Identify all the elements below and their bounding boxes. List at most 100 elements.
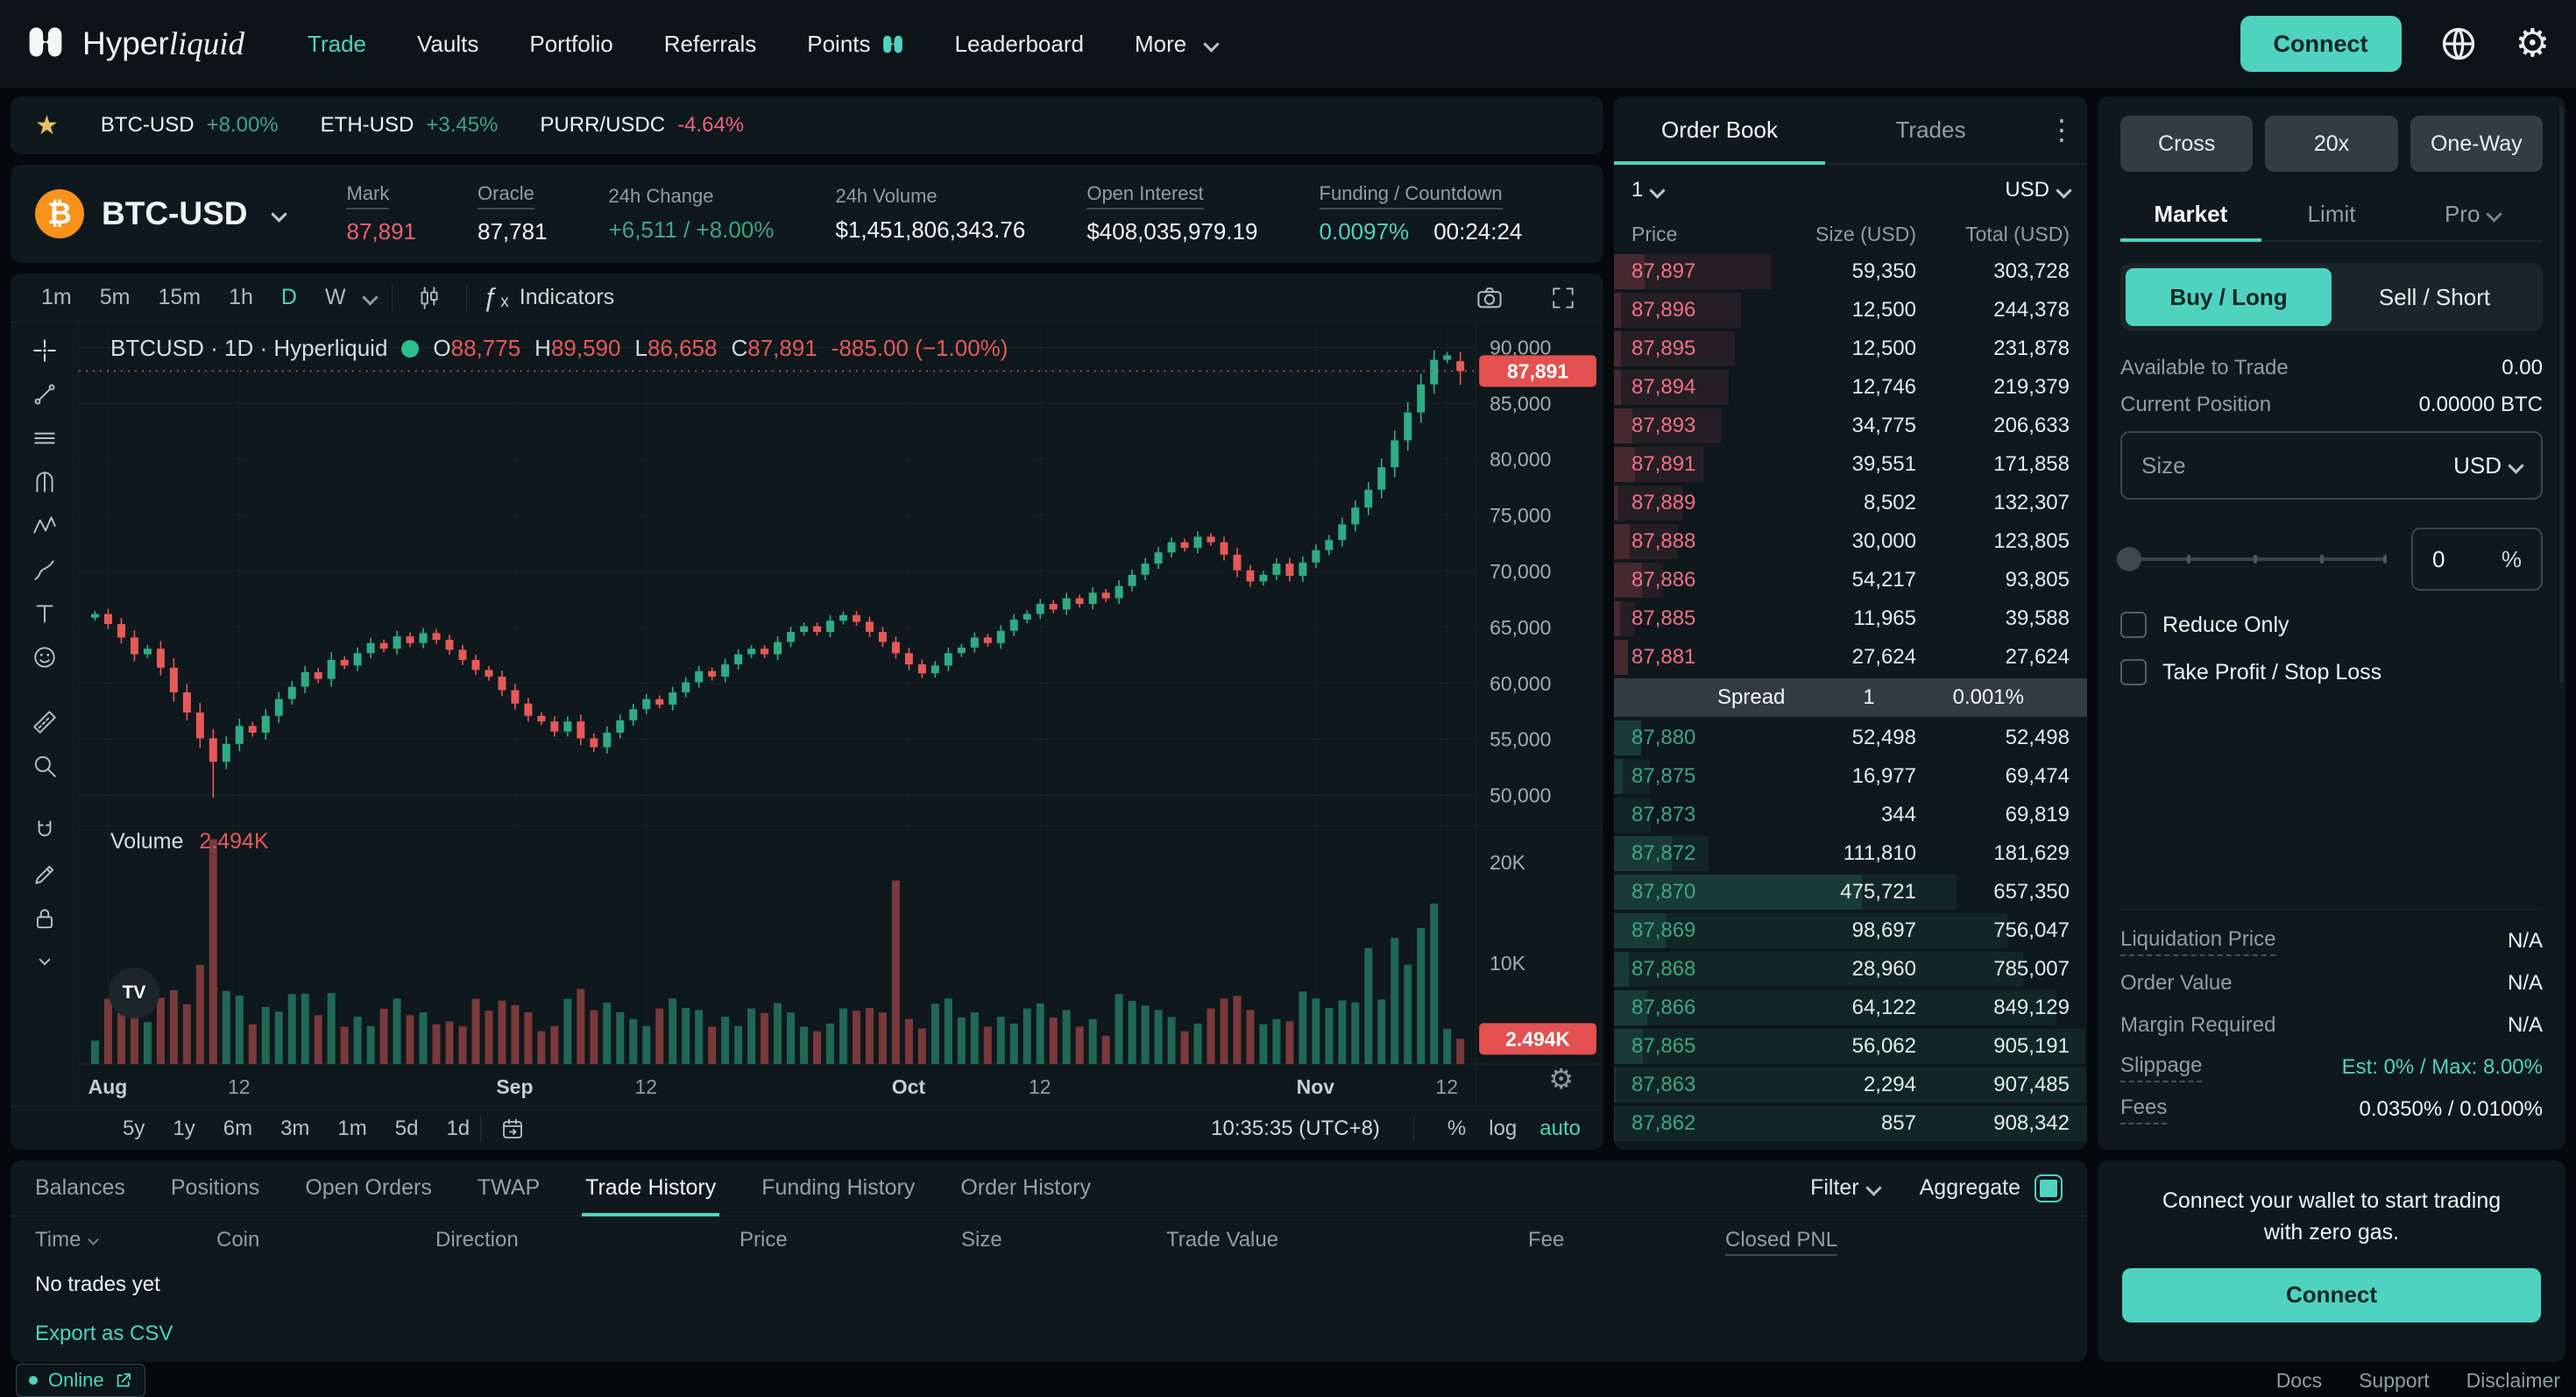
- slider-knob[interactable]: [2117, 547, 2141, 571]
- disclaimer-link[interactable]: Disclaimer: [2466, 1368, 2560, 1392]
- tick-size-dropdown[interactable]: 1: [1631, 178, 1667, 202]
- size-unit-dropdown[interactable]: USD: [2453, 452, 2524, 479]
- orderbook-ask-row[interactable]: 87,889 8,502 132,307: [1614, 484, 2087, 522]
- ticker-purr[interactable]: PURR/USDC -4.64%: [540, 113, 745, 137]
- tab-trade-history[interactable]: Trade History: [582, 1160, 720, 1216]
- orderbook-bid-row[interactable]: 87,875 16,977 69,474: [1614, 757, 2087, 796]
- tab-order-book[interactable]: Order Book: [1614, 96, 1825, 165]
- text-tool-icon[interactable]: [24, 594, 66, 633]
- orderbook-ask-row[interactable]: 87,896 12,500 244,378: [1614, 291, 2087, 330]
- timeframes-expand-icon[interactable]: [361, 289, 379, 306]
- crosshair-icon[interactable]: [24, 331, 66, 370]
- fullscreen-icon[interactable]: [1542, 279, 1584, 317]
- percent-scale-toggle[interactable]: %: [1447, 1116, 1467, 1140]
- spread-row[interactable]: Spread 1 0.001%: [1614, 678, 2087, 717]
- range-5y[interactable]: 5y: [123, 1116, 145, 1140]
- nav-item-referrals[interactable]: Referrals: [663, 30, 757, 57]
- range-1m[interactable]: 1m: [337, 1116, 367, 1140]
- nav-item-leaderboard[interactable]: Leaderboard: [954, 30, 1084, 57]
- favorites-star-icon[interactable]: ★: [35, 110, 59, 140]
- cross-margin-button[interactable]: Cross: [2120, 116, 2254, 172]
- orderbook-ask-row[interactable]: 87,885 11,965 39,588: [1614, 599, 2087, 638]
- export-csv-link[interactable]: Export as CSV: [35, 1322, 173, 1345]
- tab-twap[interactable]: TWAP: [477, 1175, 541, 1200]
- tab-funding-history[interactable]: Funding History: [761, 1175, 916, 1200]
- pitchfork-icon[interactable]: [24, 463, 66, 501]
- indicators-button[interactable]: ƒ x Indicators: [482, 282, 615, 312]
- tab-balances[interactable]: Balances: [35, 1175, 125, 1200]
- docs-link[interactable]: Docs: [2275, 1368, 2323, 1392]
- orderbook-ask-row[interactable]: 87,893 34,775 206,633: [1614, 407, 2087, 445]
- aggregate-toggle[interactable]: Aggregate: [1920, 1174, 2063, 1202]
- orderbook-bid-row[interactable]: 87,868 28,960 785,007: [1614, 950, 2087, 989]
- tab-positions[interactable]: Positions: [170, 1175, 260, 1200]
- orderbook-bid-row[interactable]: 87,872 111,810 181,629: [1614, 834, 2087, 873]
- orderbook-ask-row[interactable]: 87,891 39,551 171,858: [1614, 445, 2087, 484]
- orderbook-ask-row[interactable]: 87,897 59,350 303,728: [1614, 252, 2087, 291]
- axis-settings-gear-icon[interactable]: ⚙: [1548, 1063, 1574, 1095]
- range-1d[interactable]: 1d: [446, 1116, 471, 1140]
- tab-order-history[interactable]: Order History: [960, 1175, 1091, 1200]
- settings-gear-icon[interactable]: ⚙: [2515, 22, 2550, 65]
- orderbook-ask-row[interactable]: 87,894 12,746 219,379: [1614, 368, 2087, 407]
- orderbook-ask-row[interactable]: 87,895 12,500 231,878: [1614, 330, 2087, 368]
- kebab-menu-icon[interactable]: ⋮: [2048, 114, 2076, 145]
- tab-limit[interactable]: Limit: [2307, 200, 2356, 227]
- brand[interactable]: Hyperliquid: [26, 25, 244, 64]
- go-to-date-calendar-icon[interactable]: [492, 1110, 534, 1148]
- auto-scale-toggle[interactable]: auto: [1539, 1116, 1581, 1140]
- nav-item-more[interactable]: More: [1135, 31, 1220, 58]
- chart-clock[interactable]: 10:35:35 (UTC+8): [1211, 1116, 1380, 1140]
- edit-pencil-icon[interactable]: [24, 855, 66, 894]
- orderbook-bid-row[interactable]: 87,873 344 69,819: [1614, 796, 2087, 834]
- ruler-icon[interactable]: [24, 703, 66, 741]
- buy-long-button[interactable]: Buy / Long: [2126, 268, 2332, 326]
- range-3m[interactable]: 3m: [280, 1116, 310, 1140]
- log-scale-toggle[interactable]: log: [1489, 1116, 1518, 1140]
- range-5d[interactable]: 5d: [394, 1116, 419, 1140]
- percent-input[interactable]: 0 %: [2411, 528, 2543, 591]
- orderbook-bid-row[interactable]: 87,866 64,122 849,129: [1614, 989, 2087, 1027]
- price-chart-plot[interactable]: 90,000 85,000 80,000 75,000 70,000 65,000 60,0…: [79, 323, 1603, 1106]
- timeframe-1d[interactable]: D: [280, 285, 297, 309]
- more-tools-chevron-icon[interactable]: [24, 943, 66, 982]
- orderbook-bid-row[interactable]: 87,862 857 908,342: [1614, 1104, 2087, 1143]
- orderbook-bid-row[interactable]: 87,870 475,721 657,350: [1614, 873, 2087, 911]
- reduce-only-checkbox[interactable]: Reduce Only: [2120, 612, 2543, 638]
- coin-selector[interactable]: ₿ BTC-USD: [35, 189, 288, 238]
- connect-button[interactable]: Connect: [2240, 16, 2402, 72]
- timeframe-1m[interactable]: 1m: [41, 285, 72, 309]
- ticker-btc[interactable]: BTC-USD +8.00%: [100, 113, 279, 137]
- connect-wallet-button[interactable]: Connect: [2122, 1267, 2541, 1323]
- tab-trades[interactable]: Trades: [1895, 116, 1966, 143]
- nav-item-vaults[interactable]: Vaults: [417, 30, 479, 57]
- support-link[interactable]: Support: [2359, 1368, 2430, 1392]
- orderbook-bid-row[interactable]: 87,865 56,062 905,191: [1614, 1027, 2087, 1066]
- sell-short-button[interactable]: Sell / Short: [2378, 283, 2491, 310]
- timeframe-1h[interactable]: 1h: [229, 285, 253, 309]
- filter-dropdown[interactable]: Filter: [1810, 1175, 1882, 1201]
- tab-open-orders[interactable]: Open Orders: [305, 1175, 432, 1200]
- tab-market[interactable]: Market: [2120, 188, 2261, 242]
- tab-pro[interactable]: Pro: [2402, 188, 2543, 240]
- timeframe-5m[interactable]: 5m: [99, 285, 131, 309]
- leverage-button[interactable]: 20x: [2265, 116, 2398, 172]
- range-1y[interactable]: 1y: [173, 1116, 195, 1140]
- tp-sl-checkbox[interactable]: Take Profit / Stop Loss: [2120, 659, 2543, 685]
- candle-style-icon[interactable]: [408, 279, 450, 317]
- timeframe-15m[interactable]: 15m: [158, 285, 202, 309]
- globe-icon[interactable]: [2440, 25, 2477, 62]
- orderbook-ask-row[interactable]: 87,888 30,000 123,805: [1614, 522, 2087, 561]
- xabcd-pattern-icon[interactable]: [24, 507, 66, 545]
- orderbook-ask-row[interactable]: 87,886 54,217 93,805: [1614, 561, 2087, 599]
- size-input[interactable]: Size USD: [2120, 431, 2543, 500]
- orderbook-bid-row[interactable]: 87,869 98,697 756,047: [1614, 911, 2087, 950]
- column-time[interactable]: Time: [35, 1228, 100, 1252]
- tradingview-logo[interactable]: TV: [109, 968, 159, 1018]
- scrollbar[interactable]: [2559, 105, 2564, 684]
- orderbook-bid-row[interactable]: 87,880 52,498 52,498: [1614, 719, 2087, 757]
- orderbook-bid-row[interactable]: 87,863 2,294 907,485: [1614, 1066, 2087, 1104]
- range-6m[interactable]: 6m: [223, 1116, 253, 1140]
- column-closed-pnl[interactable]: Closed PNL: [1725, 1228, 1838, 1256]
- lock-icon[interactable]: [24, 899, 66, 938]
